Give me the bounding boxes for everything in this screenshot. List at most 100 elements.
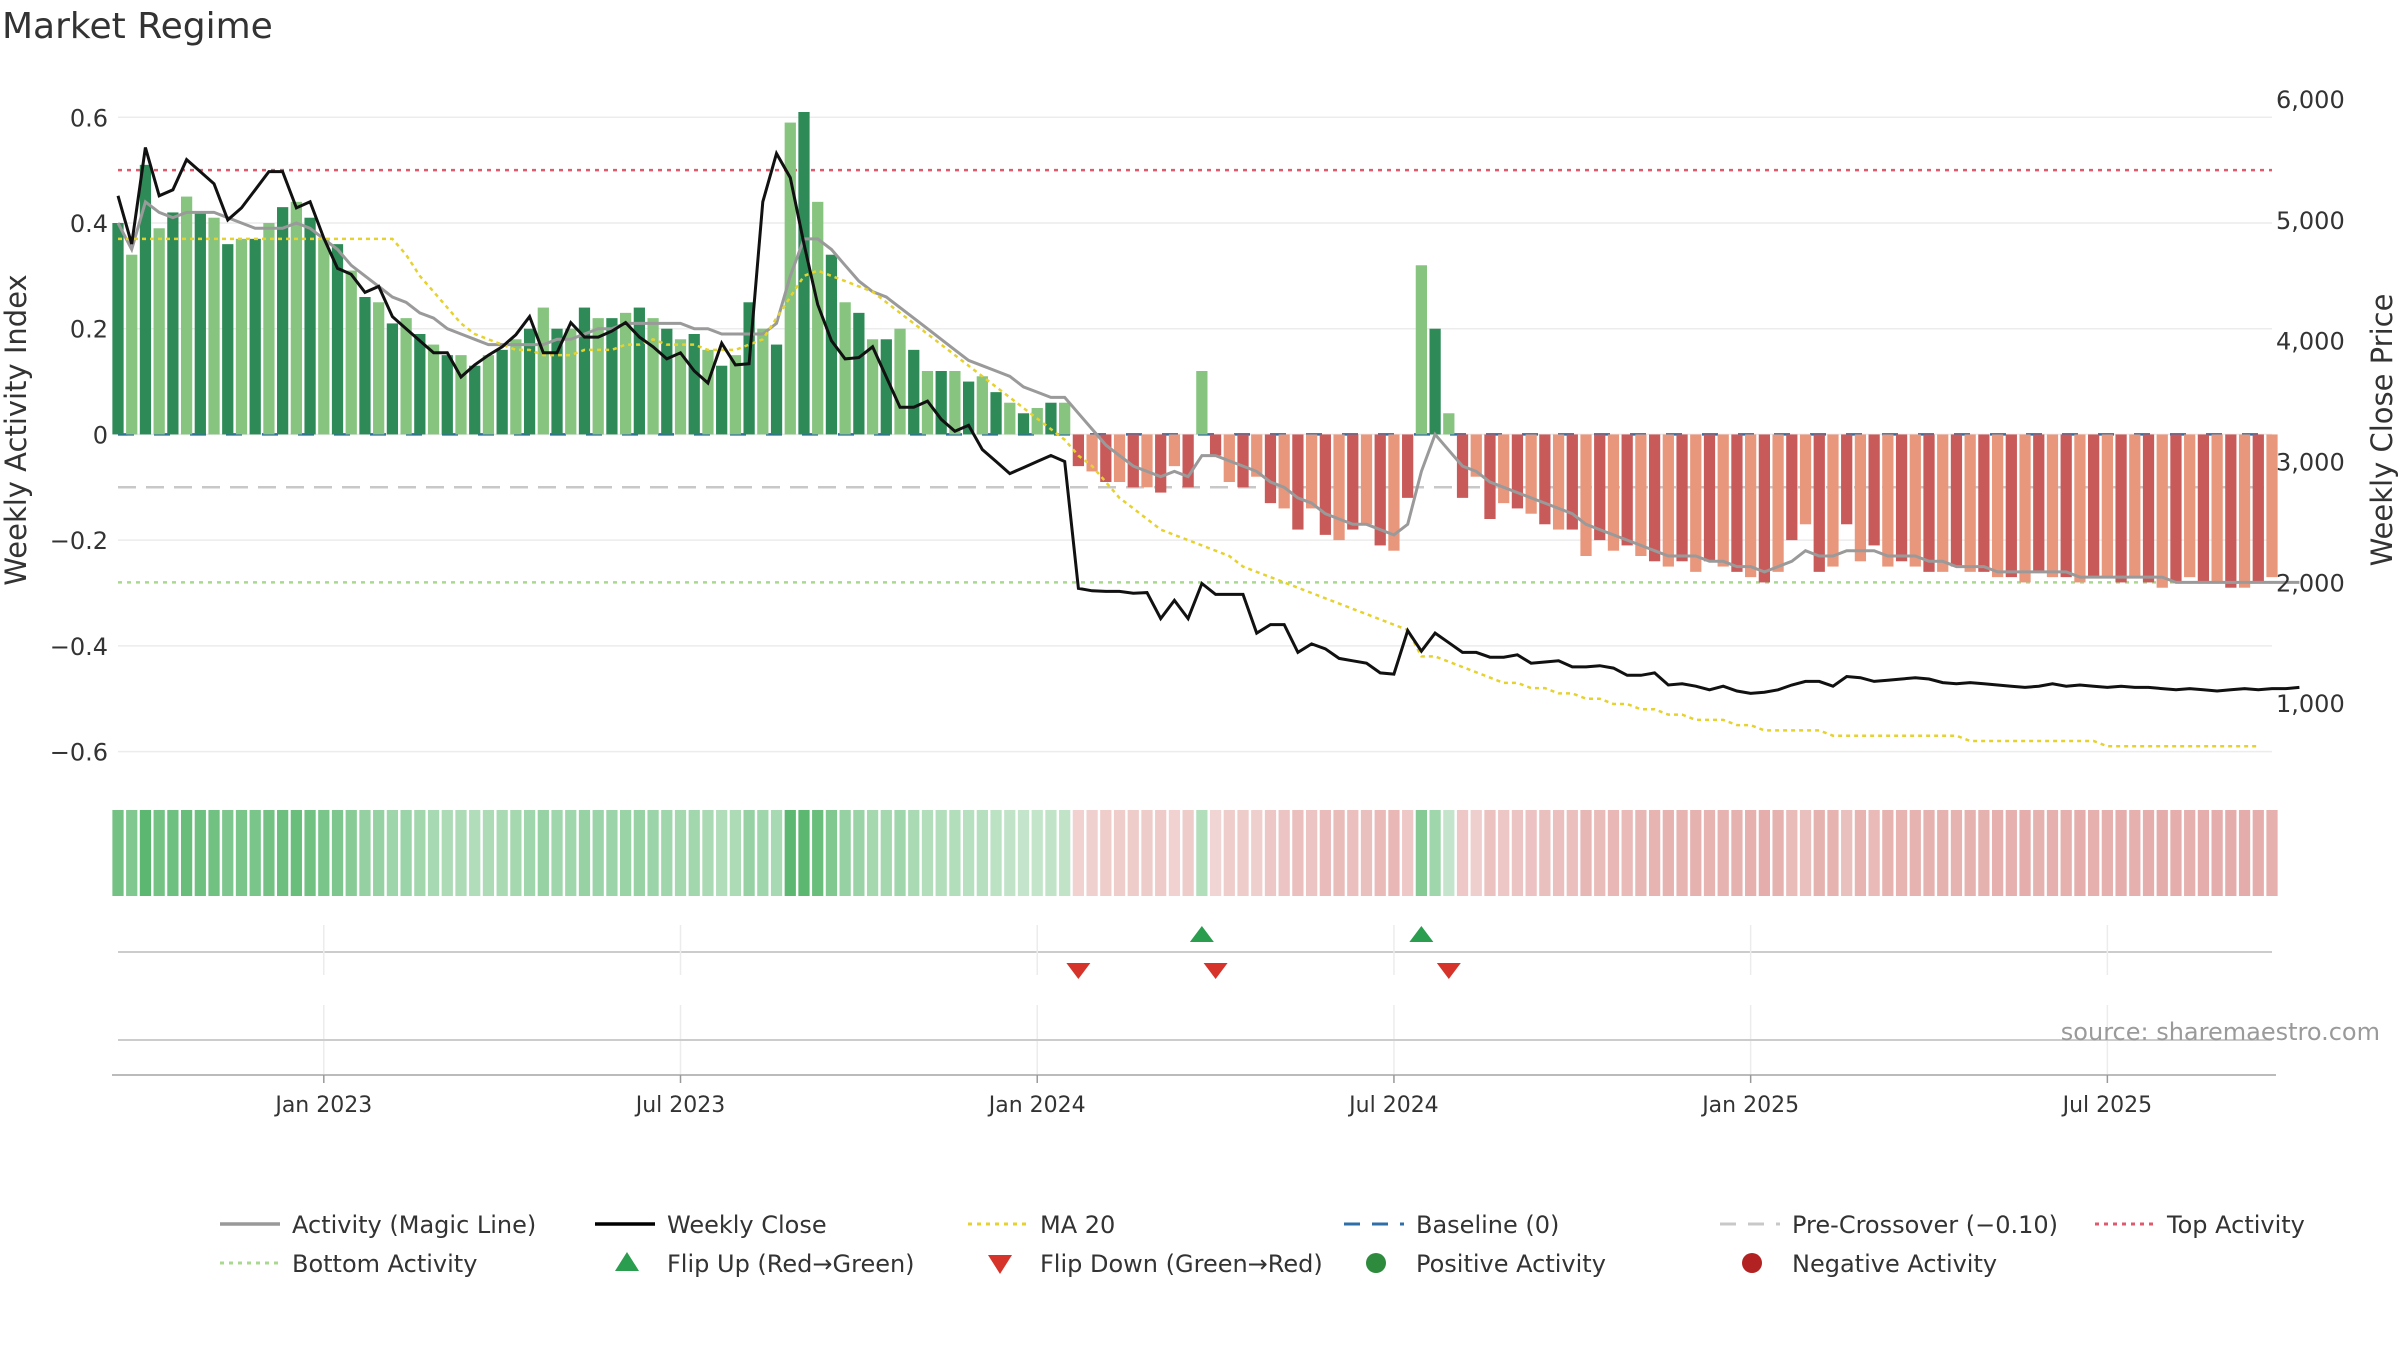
- regime-cell: [1251, 810, 1263, 896]
- regime-cell: [976, 810, 988, 896]
- activity-bar: [304, 217, 316, 435]
- activity-bar: [1580, 434, 1592, 556]
- regime-cell: [770, 810, 783, 896]
- activity-bar: [1511, 434, 1524, 509]
- activity-bar: [716, 365, 728, 435]
- regime-cell: [1882, 810, 1894, 896]
- regime-cell: [1196, 810, 1208, 896]
- regime-cell: [2197, 810, 2210, 896]
- regime-cell: [2184, 810, 2196, 896]
- activity-bar: [222, 244, 234, 435]
- regime-cell: [1264, 810, 1277, 896]
- activity-bar: [606, 318, 618, 435]
- activity-bar: [620, 312, 632, 435]
- regime-cell: [455, 810, 467, 896]
- flip-up-marker: [1409, 926, 1434, 942]
- regime-cell: [1374, 810, 1386, 896]
- regime-cell: [1072, 810, 1085, 896]
- activity-bar: [1292, 434, 1304, 530]
- regime-cell: [1868, 810, 1880, 896]
- activity-bar: [441, 355, 453, 435]
- regime-cell: [235, 810, 248, 896]
- regime-cell: [2019, 810, 2031, 896]
- activity-bar: [661, 328, 673, 435]
- regime-cell: [249, 810, 261, 896]
- grid-lines: [118, 116, 2272, 753]
- regime-cell: [894, 810, 906, 896]
- regime-cell: [1731, 810, 1743, 896]
- activity-bar: [1017, 413, 1030, 435]
- regime-cell: [784, 810, 796, 896]
- regime-cell: [1347, 810, 1359, 896]
- regime-cell: [2225, 810, 2237, 896]
- right-tick-label: 6,000: [2276, 86, 2345, 114]
- regime-cell: [304, 810, 316, 896]
- regime-cell: [1333, 810, 1345, 896]
- regime-cell: [139, 810, 152, 896]
- regime-cell: [1991, 810, 2004, 896]
- activity-bar: [1305, 434, 1318, 509]
- regime-cell: [2088, 810, 2100, 896]
- regime-cell: [990, 810, 1002, 896]
- regime-cell: [2074, 810, 2086, 896]
- activity-bar: [2238, 434, 2251, 588]
- regime-cell: [427, 810, 440, 896]
- activity-bar: [1086, 434, 1098, 472]
- activity-bar: [894, 328, 906, 435]
- activity-bar: [1690, 434, 1702, 572]
- x-tick-label: Jul 2023: [634, 1093, 726, 1118]
- regime-cell: [1841, 810, 1853, 896]
- regime-cell: [1141, 810, 1153, 896]
- regime-cell: [2129, 810, 2141, 896]
- activity-bar: [1621, 434, 1633, 546]
- activity-bar: [1882, 434, 1894, 567]
- activity-bar: [1264, 434, 1277, 504]
- regime-cell: [1045, 810, 1057, 896]
- activity-bar: [235, 238, 248, 435]
- regime-cell: [469, 810, 481, 896]
- activity-bar: [496, 349, 508, 435]
- activity-bar: [345, 270, 357, 435]
- activity-bar: [126, 254, 138, 435]
- x-tick-label: Jan 2023: [273, 1093, 372, 1118]
- activity-bar: [2170, 434, 2182, 583]
- activity-bar: [523, 328, 536, 435]
- activity-bar: [2211, 434, 2223, 583]
- regime-cell: [2060, 810, 2072, 896]
- regime-cell: [1758, 810, 1770, 896]
- regime-cell: [2005, 810, 2017, 896]
- regime-cell: [167, 810, 179, 896]
- activity-bar: [1347, 434, 1359, 530]
- legend-label: Positive Activity: [1416, 1250, 1606, 1278]
- activity-bar: [1100, 434, 1112, 482]
- activity-bar: [962, 381, 975, 435]
- regime-cell: [716, 810, 728, 896]
- activity-bar: [1415, 265, 1428, 435]
- regime-cell: [1635, 810, 1647, 896]
- activity-bar: [2266, 434, 2278, 578]
- right-tick-label: 1,000: [2276, 690, 2345, 718]
- left-tick-label: 0.2: [70, 316, 108, 344]
- activity-bar: [647, 318, 659, 435]
- activity-bar: [935, 371, 947, 435]
- activity-bar: [592, 318, 604, 435]
- activity-bar: [1964, 434, 1976, 572]
- activity-bar: [976, 376, 988, 435]
- regime-cell: [866, 810, 879, 896]
- activity-bar: [1470, 434, 1482, 477]
- legend-label: Flip Down (Green→Red): [1040, 1250, 1323, 1278]
- regime-cell: [1456, 810, 1469, 896]
- activity-bar: [482, 355, 495, 435]
- regime-cell: [1086, 810, 1098, 896]
- regime-cell: [222, 810, 234, 896]
- activity-bar: [1799, 434, 1812, 525]
- activity-bar: [853, 312, 865, 435]
- activity-bar: [2074, 434, 2086, 583]
- activity-bar: [1594, 434, 1606, 541]
- activity-bar: [331, 244, 344, 435]
- regime-cell: [1484, 810, 1496, 896]
- activity-bar: [2225, 434, 2237, 588]
- regime-cell: [2101, 810, 2113, 896]
- regime-cell: [496, 810, 508, 896]
- regime-cell: [729, 810, 742, 896]
